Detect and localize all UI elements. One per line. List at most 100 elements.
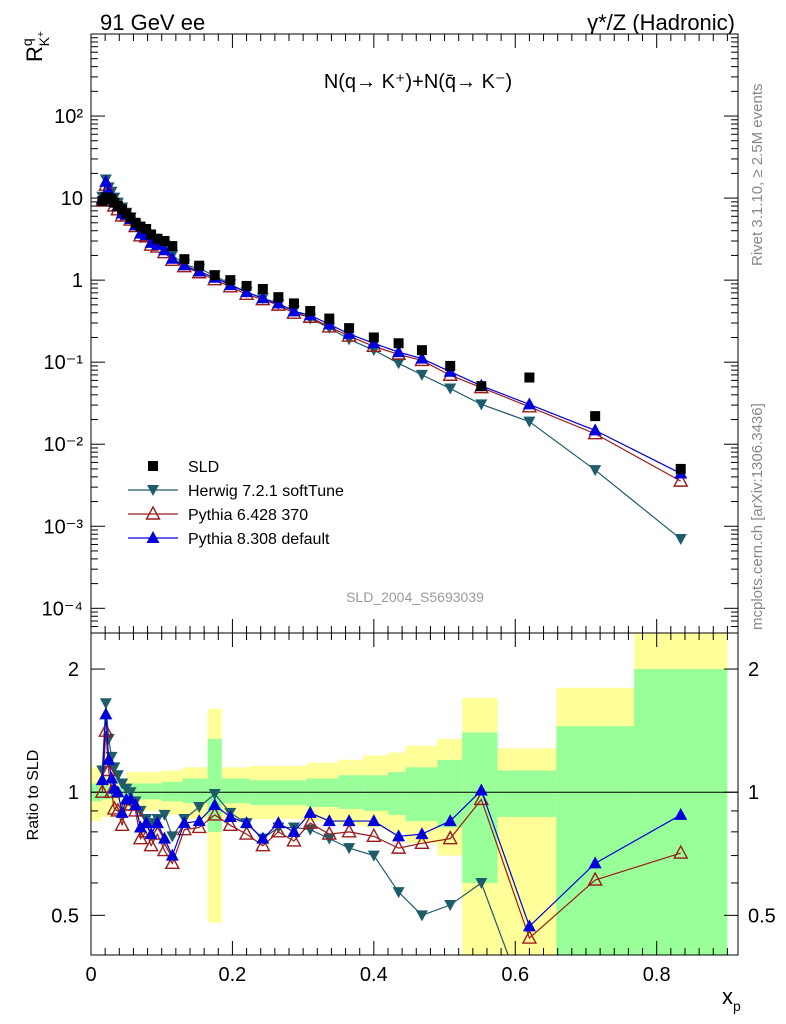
data-point-ratio — [114, 816, 130, 832]
y-tick-label: 10⁻⁴ — [42, 598, 83, 620]
data-point-top — [287, 304, 301, 317]
data-point-ratio — [367, 814, 381, 827]
data-point-ratio — [99, 698, 112, 710]
x-tick-label: 0.8 — [643, 964, 671, 986]
xlabel: xp — [722, 984, 741, 1014]
data-point-sld — [416, 345, 427, 356]
data-point-top — [588, 423, 602, 436]
ratio-y-tick-label: 0.5 — [51, 905, 79, 927]
ylabel-ratio: Ratio to SLD — [25, 750, 42, 841]
inner-title: N(q→ K⁺)+N(q̄→ K⁻) — [324, 71, 512, 93]
data-point-ratio — [343, 843, 356, 855]
data-point-sld — [167, 241, 178, 252]
data-point-ratio — [191, 818, 207, 834]
data-point-top — [165, 251, 179, 264]
data-point-ratio — [256, 831, 270, 844]
data-point-ratio — [240, 816, 254, 829]
data-point-top — [256, 291, 270, 304]
series-sld — [97, 192, 686, 474]
data-point-ratio — [101, 762, 117, 777]
ratio-y-tick-label-right: 2 — [748, 659, 759, 681]
data-point-top — [271, 296, 285, 309]
legend: SLD Herwig 7.2.1 softTune Pythia 6.428 370… — [128, 459, 344, 548]
data-point-sld — [209, 270, 220, 281]
legend-marker — [146, 531, 160, 543]
data-point-top — [475, 399, 488, 411]
data-point-ratio — [133, 820, 147, 833]
y-tick-label: 10⁻³ — [44, 516, 84, 538]
data-point-ratio — [443, 814, 457, 827]
legend-marker — [148, 461, 158, 471]
data-point-ratio — [304, 824, 317, 836]
data-point-ratio — [165, 848, 179, 861]
series-layer — [94, 174, 689, 956]
header-left: 91 GeV ee — [100, 10, 205, 35]
ylabel-top-sub: K — [36, 36, 52, 46]
top-panel-axes: 10⁻⁴ 10⁻³ 10⁻² 10⁻¹ 1 10 10² — [42, 33, 739, 634]
data-point-sld — [344, 323, 355, 334]
data-point-ratio — [95, 773, 109, 786]
data-point-ratio — [102, 752, 116, 765]
data-point-top — [392, 345, 406, 358]
data-point-sld — [368, 332, 379, 343]
data-point-ratio — [415, 827, 429, 840]
data-point-top — [99, 174, 113, 187]
ratio-uncertainty-bands — [91, 633, 728, 955]
data-point-sld — [393, 338, 404, 349]
data-point-top — [589, 465, 602, 477]
y-tick-label: 10⁻² — [44, 434, 84, 456]
data-point-top — [522, 397, 536, 410]
legend-label: Pythia 8.308 default — [188, 531, 330, 548]
data-point-ratio — [222, 816, 238, 832]
data-point-ratio — [158, 809, 171, 821]
xlabel-sub: p — [733, 998, 741, 1014]
data-point-sld — [288, 298, 299, 309]
data-point-ratio — [367, 850, 380, 862]
legend-label: SLD — [188, 459, 219, 476]
legend-label: Pythia 6.428 370 — [188, 507, 308, 524]
legend-marker — [145, 505, 161, 520]
data-point-sld — [524, 372, 535, 383]
data-point-ratio — [139, 816, 153, 829]
band-inner — [182, 778, 208, 804]
data-point-sld — [257, 283, 268, 294]
x-tick-label: 0.2 — [219, 964, 247, 986]
ratio-y-tick-label: 1 — [68, 782, 79, 804]
data-point-ratio — [208, 798, 222, 811]
data-point-top — [177, 258, 191, 271]
data-point-ratio — [271, 816, 285, 829]
data-point-ratio — [207, 806, 223, 821]
data-point-ratio — [341, 823, 357, 838]
data-point-ratio — [143, 837, 159, 852]
svg-text:RqK+: RqK+ — [19, 31, 52, 62]
data-point-ratio — [366, 827, 382, 843]
ylabel-top: RqK+ — [19, 31, 52, 62]
data-point-ratio — [111, 785, 125, 798]
data-point-ratio — [106, 800, 123, 815]
band-inner — [306, 778, 339, 808]
data-point-sld — [159, 235, 170, 246]
data-point-ratio — [303, 805, 317, 818]
legend-label: Herwig 7.2.1 softTune — [188, 483, 344, 500]
data-point-ratio — [587, 871, 603, 886]
data-point-ratio — [111, 770, 124, 782]
ylabel-top-sup: q — [19, 38, 35, 46]
data-point-ratio — [150, 816, 164, 829]
data-point-top — [392, 358, 405, 370]
data-point-ratio — [414, 834, 430, 850]
data-point-sld — [590, 411, 601, 422]
legend-marker — [147, 485, 159, 496]
series-line-top — [101, 182, 682, 482]
data-point-ratio — [392, 829, 406, 842]
data-point-ratio — [255, 837, 271, 852]
band-inner — [556, 726, 635, 955]
data-point-ratio — [156, 842, 173, 857]
data-point-ratio — [193, 802, 206, 814]
data-point-ratio — [99, 707, 113, 720]
data-point-sld — [675, 463, 686, 474]
data-point-ratio — [342, 814, 356, 827]
xlabel-main: x — [722, 984, 733, 1009]
header-right: γ*/Z (Hadronic) — [587, 10, 735, 35]
band-inner — [221, 778, 251, 804]
y-tick-label: 1 — [72, 270, 83, 292]
